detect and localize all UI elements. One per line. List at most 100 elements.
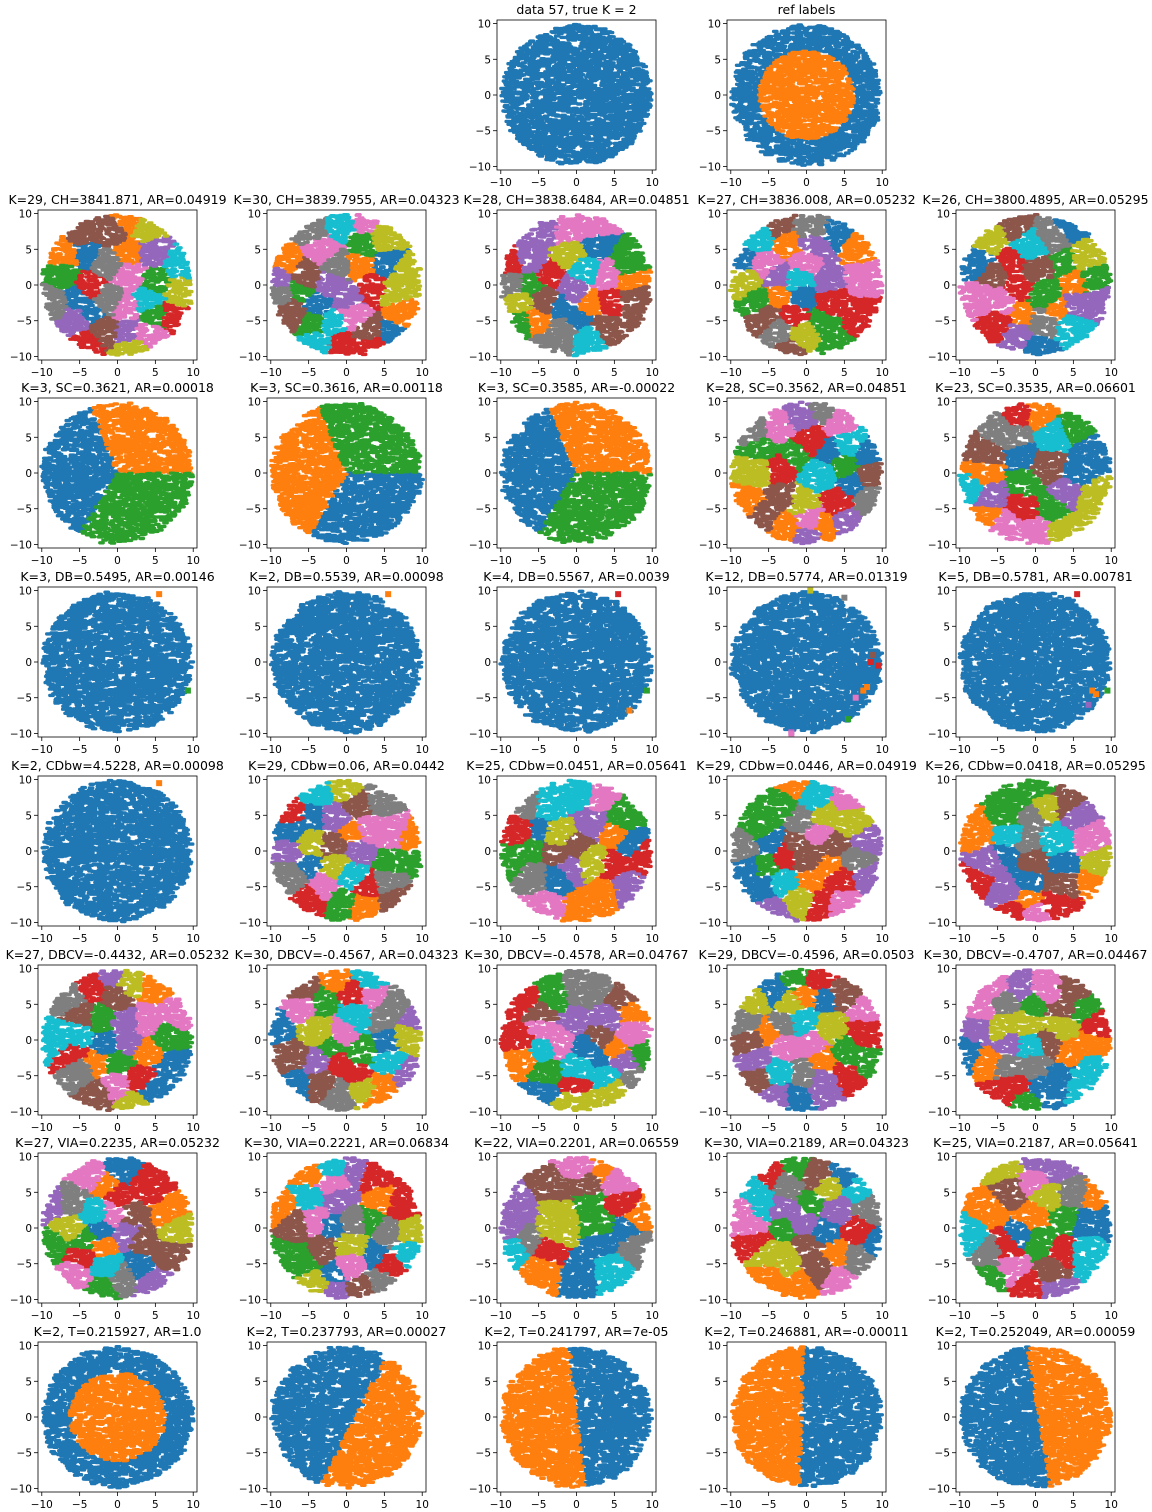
outlier-point bbox=[807, 587, 814, 594]
outlier-point bbox=[870, 651, 877, 658]
scatter-points bbox=[729, 1156, 883, 1300]
x-tick-label: 5 bbox=[841, 744, 848, 756]
x-tick-label: −10 bbox=[260, 933, 282, 945]
x-tick-label: −5 bbox=[990, 933, 1005, 945]
x-tick-label: −5 bbox=[531, 367, 546, 379]
subplot-title: K=26, CDbw=0.0418, AR=0.05295 bbox=[925, 758, 1146, 773]
subplot-title: K=30, VIA=0.2189, AR=0.04323 bbox=[704, 1135, 909, 1150]
y-tick-label: −10 bbox=[699, 1483, 721, 1495]
scatter-points bbox=[729, 967, 884, 1112]
x-tick-label: −10 bbox=[720, 1310, 742, 1322]
subplot-28: K=30, VIA=0.2221, AR=0.06834 −10 −5 0 5 10 −10… bbox=[239, 1135, 449, 1322]
subplot-11: K=23, SC=0.3535, AR=0.06601 −10 −5 0 5 10 −10 −… bbox=[928, 380, 1136, 567]
cluster-4-points bbox=[732, 1046, 848, 1111]
y-tick-label: 5 bbox=[484, 1376, 491, 1388]
y-tick-label: −10 bbox=[469, 728, 491, 740]
x-tick-label: −10 bbox=[31, 1122, 53, 1134]
x-tick-label: 5 bbox=[611, 933, 618, 945]
subplot-19: K=25, CDbw=0.0451, AR=0.05641 −10 −5 0 5 10 −1… bbox=[466, 758, 687, 945]
x-tick-label: −5 bbox=[531, 555, 546, 567]
y-tick-label: −5 bbox=[476, 693, 491, 705]
x-tick-label: 10 bbox=[876, 555, 889, 567]
x-tick-label: 5 bbox=[381, 555, 388, 567]
cluster-3-points bbox=[778, 287, 883, 338]
subplot-title: K=29, CDbw=0.06, AR=0.0442 bbox=[248, 758, 445, 773]
y-tick-label: −10 bbox=[928, 1483, 950, 1495]
y-tick-label: 10 bbox=[478, 1341, 491, 1353]
x-tick-label: 10 bbox=[876, 1310, 889, 1322]
y-tick-label: 5 bbox=[254, 621, 261, 633]
x-tick-label: 5 bbox=[381, 933, 388, 945]
subplot-26: K=30, DBCV=-0.4707, AR=0.04467 −10 −5 0 5 10 −… bbox=[924, 947, 1148, 1134]
y-tick-label: 5 bbox=[254, 1187, 261, 1199]
cluster-8-points bbox=[534, 1199, 581, 1248]
subplot-title: K=2, T=0.241797, AR=7e-05 bbox=[484, 1324, 668, 1339]
y-tick-label: 0 bbox=[714, 1035, 721, 1047]
y-tick-label: 10 bbox=[708, 19, 721, 31]
y-tick-label: −10 bbox=[239, 1294, 261, 1306]
outlier-point bbox=[156, 780, 163, 787]
x-tick-label: −10 bbox=[720, 744, 742, 756]
x-tick-label: 10 bbox=[416, 555, 429, 567]
cluster-9-points bbox=[566, 256, 609, 358]
x-tick-label: 0 bbox=[803, 1310, 810, 1322]
subplot-title: K=27, CH=3836.008, AR=0.05232 bbox=[697, 192, 915, 207]
cluster-0-points bbox=[732, 218, 856, 312]
x-tick-label: −10 bbox=[490, 1122, 512, 1134]
x-tick-label: 10 bbox=[1105, 933, 1118, 945]
scatter-points bbox=[267, 968, 424, 1112]
x-tick-label: 0 bbox=[343, 933, 350, 945]
x-tick-label: 10 bbox=[1105, 744, 1118, 756]
y-tick-label: 5 bbox=[714, 1187, 721, 1199]
scatter-points bbox=[40, 590, 196, 734]
y-tick-label: −10 bbox=[699, 728, 721, 740]
scatter-points bbox=[498, 1155, 654, 1300]
cluster-0-points bbox=[957, 591, 1113, 734]
x-tick-label: −10 bbox=[949, 744, 971, 756]
cluster-0-points bbox=[498, 589, 654, 734]
cluster-1-points bbox=[772, 780, 848, 893]
cluster-0-points bbox=[547, 232, 626, 331]
subplot-22: K=27, DBCV=-0.4432, AR=0.05232 −10 −5 0 5 10 −… bbox=[6, 947, 230, 1134]
y-tick-label: 5 bbox=[484, 54, 491, 66]
x-tick-label: −5 bbox=[72, 1499, 87, 1511]
x-tick-label: 5 bbox=[611, 1310, 618, 1322]
y-tick-label: 0 bbox=[25, 1412, 32, 1424]
cluster-1-points bbox=[1026, 1346, 1113, 1488]
scatter-points bbox=[958, 1345, 1113, 1489]
y-tick-label: −10 bbox=[928, 1106, 950, 1118]
outlier-point bbox=[1085, 701, 1092, 708]
x-tick-label: 0 bbox=[573, 367, 580, 379]
cluster-3-points bbox=[988, 1225, 1079, 1299]
x-tick-label: 10 bbox=[646, 1122, 659, 1134]
x-tick-label: 10 bbox=[187, 1122, 200, 1134]
cluster-7-points bbox=[269, 216, 352, 306]
x-tick-label: 5 bbox=[611, 177, 618, 189]
x-tick-label: 5 bbox=[611, 555, 618, 567]
cluster-0-points bbox=[308, 471, 425, 545]
y-tick-label: 5 bbox=[254, 432, 261, 444]
x-tick-label: 0 bbox=[114, 555, 121, 567]
subplot-4: K=28, CH=3838.6484, AR=0.04851 −10 −5 0 5 10 −… bbox=[463, 192, 689, 379]
y-tick-label: 10 bbox=[708, 1152, 721, 1164]
x-tick-label: 5 bbox=[152, 933, 159, 945]
cluster-8-points bbox=[728, 455, 823, 516]
subplot-30: K=30, VIA=0.2189, AR=0.04323 −10 −5 0 5 10 −10… bbox=[699, 1135, 909, 1322]
y-tick-label: 0 bbox=[943, 846, 950, 858]
cluster-0-points bbox=[959, 218, 1092, 357]
y-tick-label: 5 bbox=[254, 244, 261, 256]
y-tick-label: −10 bbox=[928, 728, 950, 740]
cluster-0-points bbox=[796, 1345, 884, 1488]
subplot-title: K=3, SC=0.3616, AR=0.00118 bbox=[250, 380, 443, 395]
y-tick-label: −5 bbox=[476, 1071, 491, 1083]
subplot-title: K=2, DB=0.5539, AR=0.00098 bbox=[249, 569, 443, 584]
cluster-8-points bbox=[295, 1016, 424, 1111]
y-tick-label: −5 bbox=[17, 1259, 32, 1271]
outlier-point bbox=[860, 687, 867, 694]
y-tick-label: 10 bbox=[478, 586, 491, 598]
y-tick-label: 10 bbox=[478, 964, 491, 976]
y-tick-label: 10 bbox=[937, 775, 950, 787]
subplot-title: K=30, DBCV=-0.4707, AR=0.04467 bbox=[924, 947, 1148, 962]
subplot-0: data 57, true K = 2 −10 −5 0 5 10 −10 −5 0 5 10 bbox=[469, 2, 659, 189]
x-tick-label: 5 bbox=[1070, 555, 1077, 567]
